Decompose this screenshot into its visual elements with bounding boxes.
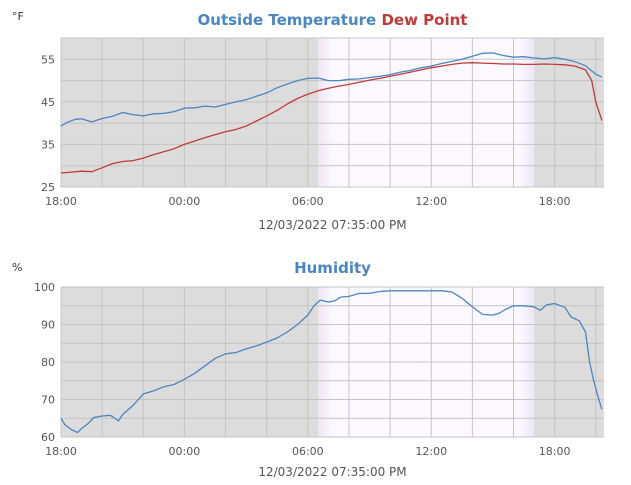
y-tick-label: 90 xyxy=(41,319,55,332)
timestamp: 12/03/2022 07:35:00 PM xyxy=(258,465,406,479)
unit-label: °F xyxy=(12,10,24,23)
title-part: Humidity xyxy=(294,259,371,277)
y-tick-label: 70 xyxy=(41,394,55,407)
y-tick-label: 45 xyxy=(41,96,55,109)
chart-title: Outside Temperature Dew Point xyxy=(198,11,468,29)
grid xyxy=(60,286,604,438)
x-tick-label: 18:00 xyxy=(45,195,77,208)
temperature-chart: 25 35 45 55 18:00 00:00 06:00 12:00 18:00 °F Outsi… xyxy=(12,10,604,232)
humidity-chart: 60 70 80 90 100 18:00 00:00 06:00 12:00 18:00% Hum… xyxy=(12,259,604,479)
title-part: Outside Temperature xyxy=(198,11,377,29)
series-line-humidity xyxy=(60,290,603,434)
chart-title: Humidity xyxy=(294,259,371,277)
x-tick-label: 00:00 xyxy=(169,445,201,458)
x-tick-label: 12:00 xyxy=(415,445,447,458)
series-line-dew-point xyxy=(60,62,603,174)
x-tick-label: 06:00 xyxy=(292,445,324,458)
x-tick-label: 18:00 xyxy=(539,195,571,208)
grid xyxy=(60,37,604,188)
y-tick-label: 100 xyxy=(34,281,55,294)
y-tick-label: 60 xyxy=(41,431,55,444)
timestamp: 12/03/2022 07:35:00 PM xyxy=(258,218,406,232)
x-tick-label: 00:00 xyxy=(169,195,201,208)
y-tick-label: 35 xyxy=(41,138,55,151)
x-tick-label: 12:00 xyxy=(415,195,447,208)
x-tick-label: 18:00 xyxy=(539,445,571,458)
x-tick-label: 18:00 xyxy=(45,445,77,458)
series-line-outside-temperature xyxy=(60,52,603,127)
x-tick-label: 06:00 xyxy=(292,195,324,208)
title-part: Dew Point xyxy=(376,11,467,29)
y-tick-label: 55 xyxy=(41,53,55,66)
y-tick-label: 25 xyxy=(41,181,55,194)
unit-label: % xyxy=(12,261,22,274)
y-tick-label: 80 xyxy=(41,356,55,369)
daylight-band xyxy=(318,38,535,187)
